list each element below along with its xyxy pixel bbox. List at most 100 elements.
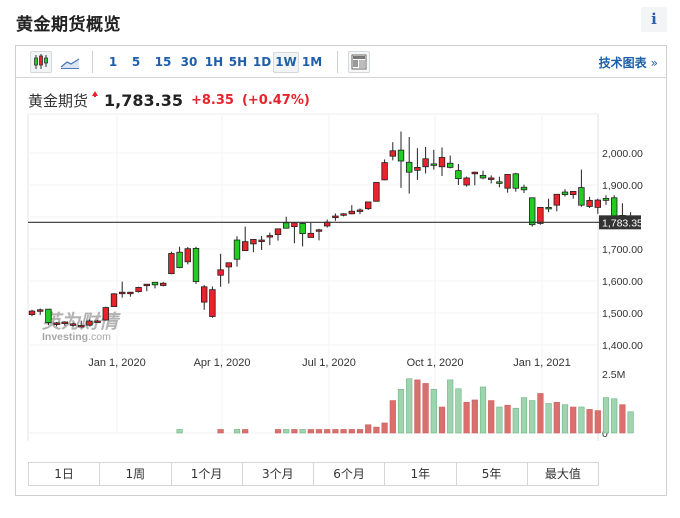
layout-button[interactable] — [348, 51, 370, 73]
candle — [36, 308, 44, 315]
candle — [86, 319, 93, 326]
volume-bar — [430, 389, 437, 434]
candle — [463, 176, 470, 187]
table-view-icon — [351, 54, 367, 70]
volume-bar — [324, 429, 331, 434]
candle — [159, 281, 167, 287]
price-change-percent: (+0.47%) — [241, 93, 310, 108]
candle — [373, 182, 380, 202]
interval-15-button[interactable]: 15 — [154, 55, 172, 69]
volume-bar — [315, 429, 323, 434]
info-icon[interactable]: i — [641, 7, 667, 32]
volume-bar — [283, 429, 290, 434]
volume-bar — [406, 378, 413, 434]
volume-bar — [217, 429, 224, 434]
price-chart[interactable]: Jan 1, 2020 Apr 1, 2020 Jul 1, 2020 Oct 1, … — [16, 46, 666, 456]
volume-bar — [447, 379, 454, 434]
volume-bar — [529, 400, 536, 434]
range-button[interactable]: 1周 — [100, 463, 172, 485]
range-button[interactable]: 1个月 — [172, 463, 243, 485]
candle — [487, 175, 495, 184]
candle — [422, 146, 429, 174]
candle — [496, 176, 503, 188]
range-button[interactable]: 5年 — [457, 463, 528, 485]
volume-bar — [512, 407, 519, 434]
y-axis-label: 2,000.00 — [602, 148, 643, 160]
interval-5-button[interactable]: 5 — [131, 55, 141, 69]
volume-bar — [619, 404, 626, 434]
candle — [61, 321, 68, 326]
interval-1-button[interactable]: 1 — [108, 55, 118, 69]
volume-bar — [242, 429, 249, 434]
candle — [471, 171, 478, 186]
volume-bar — [561, 404, 569, 434]
candle — [356, 208, 364, 215]
candle — [217, 253, 224, 287]
candle — [45, 308, 52, 326]
candle — [405, 137, 413, 194]
range-button[interactable]: 6个月 — [314, 463, 386, 485]
interval-5h-button[interactable]: 5H — [228, 55, 248, 69]
range-button[interactable]: 1年 — [385, 463, 457, 485]
x-axis-label: Jan 1, 2021 — [513, 357, 571, 369]
range-button[interactable]: 1日 — [29, 463, 101, 485]
interval-1w-button[interactable]: 1W — [273, 52, 299, 73]
volume-bar — [414, 379, 421, 434]
volume-bar — [381, 422, 388, 434]
volume-bar — [332, 429, 339, 434]
line-chart-button[interactable] — [59, 51, 81, 73]
volume-bar — [233, 429, 241, 434]
volume-bar — [545, 403, 552, 434]
candle — [455, 163, 462, 185]
candle — [94, 320, 101, 323]
candle — [151, 281, 159, 289]
candle — [446, 155, 454, 169]
volume-bar — [479, 386, 487, 434]
candle — [315, 228, 323, 241]
volume-bar — [422, 383, 429, 434]
volume-bar — [348, 429, 355, 434]
candle — [176, 246, 183, 269]
volume-bar — [594, 410, 601, 434]
volume-bar — [307, 429, 314, 434]
candle — [570, 190, 577, 199]
interval-1d-button[interactable]: 1D — [252, 55, 272, 69]
page-title: 黄金期货概览 — [16, 15, 121, 35]
candle — [545, 198, 552, 213]
last-price-label: 1,783.35 — [602, 217, 643, 229]
candlestick-chart-button[interactable] — [30, 51, 52, 73]
range-button[interactable]: 3个月 — [243, 463, 314, 485]
candle — [110, 293, 118, 308]
candle — [274, 228, 282, 241]
candle — [241, 226, 249, 251]
svg-text:Investing.com: Investing.com — [42, 331, 111, 343]
candle — [78, 320, 85, 328]
interval-1m-button[interactable]: 1M — [301, 55, 323, 69]
last-price-tag — [599, 215, 641, 230]
volume-bar — [340, 429, 347, 434]
candle — [184, 247, 191, 265]
last-price: 1,783.35 — [104, 91, 183, 110]
candle — [414, 148, 421, 180]
candle — [602, 195, 610, 205]
volume-bar — [586, 409, 593, 434]
interval-1h-button[interactable]: 1H — [204, 55, 224, 69]
candle — [209, 286, 216, 318]
y-axis-label: 1,400.00 — [602, 340, 643, 352]
candle — [332, 213, 339, 221]
candle — [233, 236, 241, 267]
candlestick-icon — [34, 54, 48, 69]
price-change: +8.35 — [190, 93, 234, 108]
interval-30-button[interactable]: 30 — [180, 55, 198, 69]
chart-panel: 1 5 15 30 1H 5H 1D 1W 1M 技术图表» 黄金期货 1,783.35 +8.35… — [15, 45, 667, 496]
range-button[interactable]: 最大值 — [544, 467, 581, 481]
toolbar-divider — [337, 51, 338, 73]
line-chart-icon — [60, 58, 80, 69]
candle — [561, 189, 569, 197]
volume-bar — [373, 426, 380, 434]
candle — [28, 309, 36, 317]
candle — [479, 170, 487, 180]
volume-bar — [389, 400, 396, 434]
candle — [389, 142, 396, 161]
technical-chart-link[interactable]: 技术图表» — [599, 54, 658, 71]
